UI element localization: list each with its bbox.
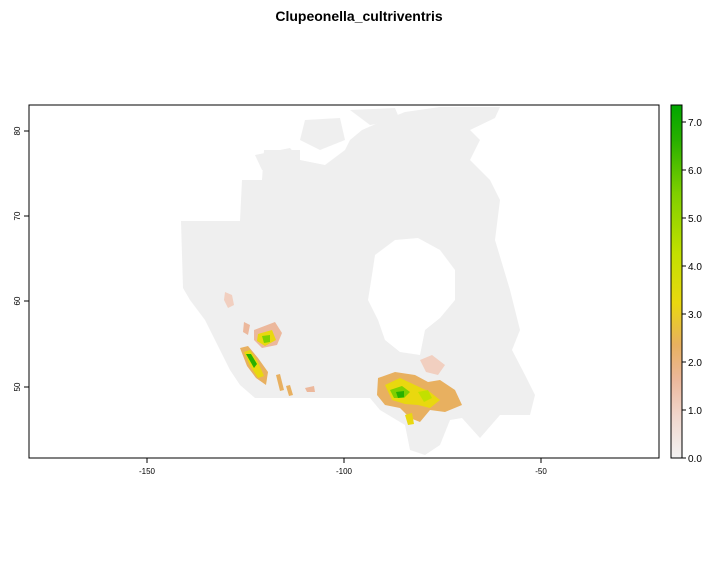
hudson-bay [368, 238, 455, 355]
colorbar-tick-label: 2.0 [688, 358, 702, 369]
map-title: Clupeonella_cultriventris [275, 8, 443, 24]
colorbar-tick-label: 3.0 [688, 310, 702, 321]
colorbar-tick-label: 5.0 [688, 214, 702, 225]
colorbar-tick-label: 4.0 [688, 262, 702, 273]
colorbar-tick-label: 7.0 [688, 118, 702, 129]
x-axis [146, 458, 542, 463]
colorbar-ticks [682, 121, 686, 459]
y-tick-label: 50 [13, 382, 22, 391]
x-tick-label: -100 [336, 467, 353, 476]
suitability-patches [224, 292, 462, 425]
x-tick-label: -50 [535, 467, 547, 476]
y-tick-label: 60 [13, 296, 22, 305]
y-axis [24, 130, 29, 388]
canada-landmass [181, 107, 535, 455]
colorbar [670, 104, 683, 459]
y-tick-label: 70 [13, 211, 22, 220]
colorbar-tick-label: 1.0 [688, 406, 702, 417]
colorbar-tick-label: 0.0 [688, 454, 702, 465]
colorbar-tick-label: 6.0 [688, 166, 702, 177]
y-tick-label: 80 [13, 126, 22, 135]
x-tick-label: -150 [139, 467, 156, 476]
